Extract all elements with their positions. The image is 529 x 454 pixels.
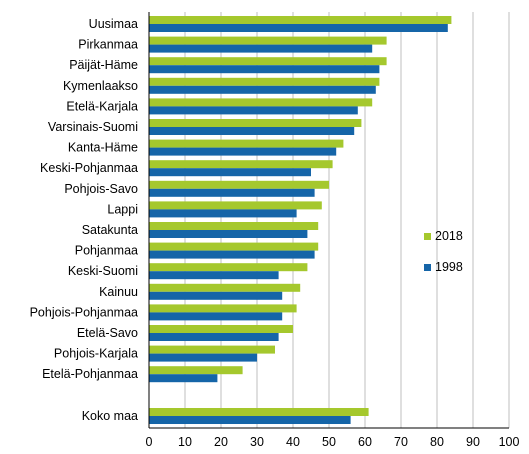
bars	[149, 16, 452, 424]
bar-2018	[149, 180, 329, 189]
bar-1998	[149, 85, 376, 94]
category-label: Kanta-Häme	[68, 141, 138, 155]
bar-2018	[149, 119, 362, 127]
bar-2018	[149, 201, 322, 210]
x-tick-label: 70	[394, 435, 408, 449]
category-label: Keski-Suomi	[68, 264, 138, 278]
bar-2018	[149, 160, 333, 169]
bar-1998	[149, 168, 311, 177]
bar-2018	[149, 16, 452, 24]
bar-1998	[149, 127, 355, 135]
category-label: Kymenlaakso	[63, 79, 138, 93]
category-label: Etelä-Savo	[77, 326, 138, 340]
category-label: Pohjois-Karjala	[54, 347, 138, 361]
bar-1998	[149, 147, 337, 156]
bar-2018	[149, 366, 243, 375]
x-tick-label: 80	[430, 435, 444, 449]
bar-2018	[149, 139, 344, 148]
category-label: Pohjanmaa	[75, 244, 138, 258]
legend-swatch-1998	[424, 264, 431, 271]
x-tick-label: 50	[322, 435, 336, 449]
legend-swatch-2018	[424, 233, 431, 240]
bar-1998	[149, 209, 297, 218]
bar-2018	[149, 345, 275, 354]
category-label: Päijät-Häme	[69, 58, 138, 72]
x-tick-label: 10	[178, 435, 192, 449]
bar-1998	[149, 250, 315, 259]
category-label: Kainuu	[99, 285, 138, 299]
bar-2018	[149, 242, 319, 251]
bar-2018	[149, 325, 293, 333]
category-label: Pohjois-Pohjanmaa	[30, 305, 138, 319]
bar-1998	[149, 312, 283, 321]
category-label: Satakunta	[82, 223, 138, 237]
category-label: Etelä-Pohjanmaa	[42, 367, 138, 381]
x-tick-label: 100	[499, 435, 520, 449]
legend-label: 2018	[435, 229, 463, 243]
bar-1998	[149, 291, 283, 300]
bar-1998	[149, 353, 257, 362]
gridlines	[148, 12, 510, 429]
x-tick-labels: 0 10 20 30 40 50 60 70 80 90 100	[146, 435, 520, 449]
bar-1998	[149, 65, 380, 74]
category-label: Etelä-Karjala	[66, 99, 138, 113]
bar-2018	[149, 408, 369, 416]
category-label: Pirkanmaa	[78, 38, 138, 52]
category-labels: Uusimaa Pirkanmaa Päijät-Häme Kymenlaakso Et…	[30, 17, 138, 423]
bar-1998	[149, 44, 373, 53]
x-tick-label: 90	[466, 435, 480, 449]
category-label: Uusimaa	[89, 17, 138, 31]
bar-1998	[149, 416, 351, 424]
bar-1998	[149, 188, 315, 197]
bar-2018	[149, 98, 373, 107]
category-label: Lappi	[107, 202, 138, 216]
x-tick-label: 40	[286, 435, 300, 449]
bar-1998	[149, 230, 308, 238]
bar-1998	[149, 106, 358, 115]
legend-label: 1998	[435, 260, 463, 274]
bar-2018	[149, 263, 308, 272]
bar-1998	[149, 24, 448, 32]
bar-2018	[149, 36, 387, 45]
x-tick-label: 30	[250, 435, 264, 449]
bar-1998	[149, 271, 279, 280]
x-tick-label: 20	[214, 435, 228, 449]
bar-2018	[149, 77, 380, 86]
x-tick-label: 0	[146, 435, 153, 449]
bar-1998	[149, 374, 218, 383]
category-label: Varsinais-Suomi	[48, 120, 138, 134]
bar-2018	[149, 304, 297, 313]
category-label: Koko maa	[82, 409, 138, 423]
bar-2018	[149, 57, 387, 66]
bar-2018	[149, 283, 301, 292]
legend: 2018 1998	[424, 229, 463, 274]
x-tick-label: 60	[358, 435, 372, 449]
bar-1998	[149, 333, 279, 341]
category-label: Keski-Pohjanmaa	[40, 161, 138, 175]
category-label: Pohjois-Savo	[64, 182, 138, 196]
bar-2018	[149, 222, 319, 230]
